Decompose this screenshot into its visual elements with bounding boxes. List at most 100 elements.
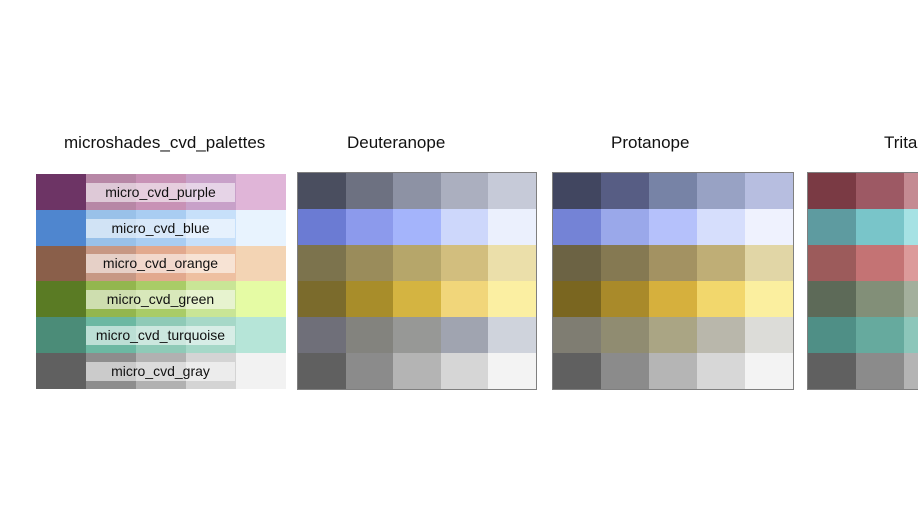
color-swatch [440,245,489,281]
color-swatch [393,245,441,281]
color-swatch [488,209,536,245]
color-swatch [553,281,601,317]
palette-label-green: micro_cvd_green [86,290,235,309]
color-swatch [298,281,346,317]
palette-label-gray: micro_cvd_gray [86,362,235,381]
color-swatch [298,245,346,281]
color-swatch [553,245,601,281]
color-swatch [345,353,394,389]
color-swatch [808,173,856,209]
color-swatch [601,209,649,245]
panel-title-deuteranope: Deuteranope [347,133,446,152]
color-swatch [236,281,286,318]
color-swatch [488,317,536,353]
palette-label-turquoise: micro_cvd_turquoise [86,326,235,345]
color-swatch [553,209,601,245]
color-swatch [345,317,394,353]
color-swatch [440,281,489,317]
color-swatch [904,245,918,281]
panel-title-microshades-cvd-palettes: microshades_cvd_palettes [64,133,266,152]
color-swatch [808,317,856,353]
color-swatch [236,245,286,282]
color-swatch [236,209,286,246]
palette-grid-protanope [553,173,793,389]
color-swatch [808,209,856,245]
color-swatch [488,281,536,317]
color-swatch [745,281,793,317]
palette-label-orange: micro_cvd_orange [86,254,235,273]
color-swatch [36,174,86,210]
color-swatch [236,174,286,210]
color-swatch [649,245,697,281]
color-swatch [697,209,745,245]
color-swatch [36,353,86,389]
color-swatch [393,173,441,209]
color-swatch [649,173,697,209]
color-swatch [345,209,394,245]
color-swatch [393,353,441,389]
color-swatch [553,353,601,389]
color-swatch [601,281,649,317]
color-swatch [745,173,793,209]
color-swatch [856,245,904,281]
color-swatch [393,209,441,245]
color-swatch [808,281,856,317]
color-swatch [440,317,489,353]
palette-grid-deuteranope [298,173,536,389]
color-swatch [601,353,649,389]
color-swatch [488,173,536,209]
palette-grid-tritanope [808,173,918,389]
color-swatch [393,317,441,353]
color-swatch [440,353,489,389]
color-swatch [649,209,697,245]
color-swatch [745,209,793,245]
color-swatch [697,317,745,353]
color-swatch [856,209,904,245]
color-swatch [697,353,745,389]
color-swatch [904,173,918,209]
color-swatch [488,245,536,281]
color-swatch [345,173,394,209]
color-swatch [236,353,286,389]
palette-label-purple: micro_cvd_purple [86,183,235,202]
color-swatch [904,317,918,353]
panel-title-protanope: Protanope [611,133,690,152]
color-swatch [697,245,745,281]
color-swatch [553,317,601,353]
color-swatch [298,353,346,389]
color-swatch [856,317,904,353]
color-swatch [808,245,856,281]
color-swatch [904,281,918,317]
color-swatch [488,353,536,389]
color-swatch [697,173,745,209]
color-swatch [856,353,904,389]
color-swatch [697,281,745,317]
color-swatch [298,209,346,245]
color-swatch [345,245,394,281]
color-swatch [36,245,86,282]
color-swatch [36,281,86,318]
color-swatch [345,281,394,317]
color-swatch [393,281,441,317]
color-swatch [601,173,649,209]
color-swatch [745,353,793,389]
color-swatch [298,317,346,353]
color-swatch [601,317,649,353]
color-swatch [440,173,489,209]
color-swatch [745,245,793,281]
palette-label-blue: micro_cvd_blue [86,219,235,238]
color-swatch [856,281,904,317]
color-swatch [440,209,489,245]
color-swatch [856,173,904,209]
color-swatch [553,173,601,209]
palette-grid-microshades [36,174,286,389]
color-swatch [649,353,697,389]
color-swatch [904,209,918,245]
color-swatch [36,209,86,246]
panel-title-tritanope: Tritanope [884,133,918,152]
color-swatch [601,245,649,281]
color-swatch [236,317,286,354]
color-swatch [808,353,856,389]
color-swatch [298,173,346,209]
color-swatch [745,317,793,353]
